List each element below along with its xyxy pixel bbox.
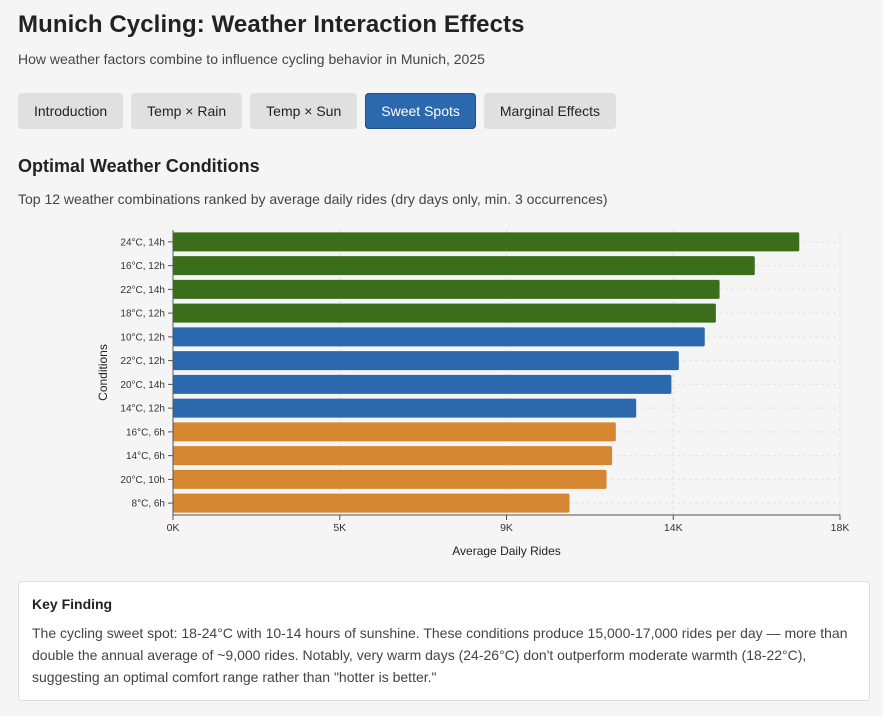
y-tick-label: 20°C, 10h (120, 475, 165, 486)
x-tick-label: 0K (167, 522, 180, 534)
y-tick-label: 14°C, 12h (120, 404, 165, 415)
tab-marginal-effects[interactable]: Marginal Effects (483, 93, 616, 129)
x-tick-label: 5K (333, 522, 346, 534)
tab-bar: Introduction Temp × Rain Temp × Sun Swee… (18, 93, 616, 129)
bar-2 (173, 279, 720, 299)
page-title: Munich Cycling: Weather Interaction Effe… (18, 11, 525, 38)
bar-1 (173, 256, 755, 276)
bar-10 (173, 469, 607, 489)
x-axis-title: Average Daily Rides (452, 544, 561, 558)
y-tick-label: 10°C, 12h (120, 332, 165, 343)
x-tick-label: 18K (831, 522, 850, 534)
bar-3 (173, 303, 716, 323)
y-tick-label: 20°C, 14h (120, 380, 165, 391)
y-tick-label: 16°C, 12h (120, 261, 165, 272)
y-tick-label: 16°C, 6h (126, 427, 165, 438)
bar-9 (173, 446, 613, 466)
bar-7 (173, 398, 637, 418)
key-finding-title: Key Finding (32, 596, 113, 612)
y-tick-label: 14°C, 6h (126, 451, 165, 462)
key-finding-text: The cycling sweet spot: 18-24°C with 10-… (32, 625, 848, 685)
bar-11 (173, 493, 570, 513)
bar-0 (173, 232, 800, 252)
chart-description: Top 12 weather combinations ranked by av… (18, 191, 608, 207)
y-axis-title: Conditions (96, 344, 110, 401)
tab-temp-sun[interactable]: Temp × Sun (250, 93, 358, 129)
key-finding-card: Key Finding The cycling sweet spot: 18-2… (18, 581, 870, 701)
y-tick-label: 18°C, 12h (120, 309, 165, 320)
tab-introduction[interactable]: Introduction (18, 93, 124, 129)
x-tick-label: 9K (500, 522, 513, 534)
y-tick-label: 22°C, 14h (120, 285, 165, 296)
section-title: Optimal Weather Conditions (18, 156, 260, 176)
page-subtitle: How weather factors combine to influence… (18, 51, 485, 67)
bar-8 (173, 422, 616, 442)
tab-sweet-spots[interactable]: Sweet Spots (365, 93, 476, 129)
bar-6 (173, 374, 672, 394)
x-tick-label: 14K (664, 522, 683, 534)
bar-chart: 24°C, 14h 16°C, 12h 22°C, 14h 18°C, 12h 10°C… (96, 230, 850, 558)
bar-5 (173, 351, 679, 371)
bar-4 (173, 327, 705, 347)
y-tick-label: 8°C, 6h (132, 499, 165, 510)
y-tick-label: 22°C, 12h (120, 356, 165, 367)
y-tick-label: 24°C, 14h (120, 237, 165, 248)
tab-temp-rain[interactable]: Temp × Rain (131, 93, 243, 129)
